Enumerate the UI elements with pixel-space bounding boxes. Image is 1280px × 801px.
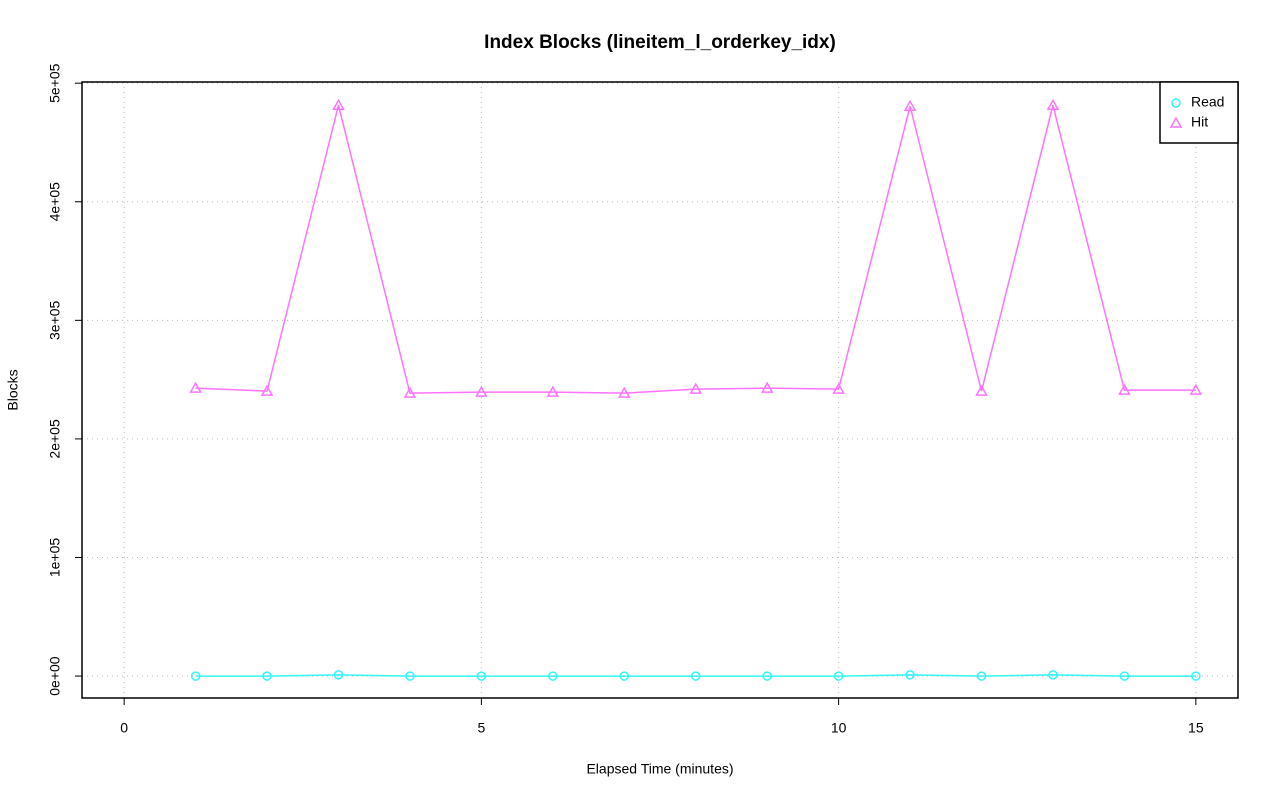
x-axis-label: Elapsed Time (minutes) (586, 761, 733, 777)
point (762, 671, 772, 681)
point (618, 386, 631, 398)
point (1046, 98, 1060, 110)
plot-frame (81, 81, 1239, 699)
series (190, 670, 1201, 681)
point (760, 381, 774, 393)
y-tick-label: 0e+00 (47, 656, 63, 696)
point (546, 385, 560, 397)
point (405, 671, 415, 681)
legend-label: Hit (1191, 114, 1208, 130)
point (1189, 383, 1203, 395)
point (690, 671, 701, 681)
y-tick-label: 4e+05 (47, 182, 63, 222)
point (190, 671, 201, 681)
point (262, 671, 272, 681)
y-tick-label: 3e+05 (47, 300, 63, 340)
point (333, 670, 344, 680)
point (1191, 671, 1201, 681)
point (833, 671, 844, 681)
x-tick-label: 15 (1188, 720, 1204, 736)
legend-marker (1169, 116, 1183, 128)
point (905, 670, 915, 680)
point (1118, 383, 1131, 395)
line (195, 674, 1196, 677)
point (403, 386, 417, 398)
point (189, 381, 202, 393)
point (548, 671, 558, 681)
point (332, 98, 345, 110)
x-tick-label: 5 (477, 720, 485, 736)
point (260, 384, 274, 396)
series (189, 98, 1203, 398)
point (1119, 671, 1130, 681)
y-tick-label: 2e+05 (47, 419, 63, 459)
legend-box (1159, 81, 1239, 144)
y-axis-label: Blocks (5, 369, 21, 410)
point (903, 99, 917, 111)
legend-marker (1171, 98, 1181, 108)
point (1048, 670, 1058, 680)
x-tick-label: 10 (831, 720, 847, 736)
point (975, 384, 988, 396)
legend-label: Read (1191, 94, 1224, 110)
point (689, 382, 702, 394)
point (475, 385, 488, 397)
chart-title: Index Blocks (lineitem_l_orderkey_idx) (484, 32, 836, 53)
x-tick-label: 0 (120, 720, 128, 736)
y-tick-label: 1e+05 (47, 538, 63, 578)
point (476, 671, 487, 681)
point (619, 671, 630, 681)
legend-entry: Hit (1169, 114, 1208, 130)
y-tick-label: 5e+05 (47, 63, 63, 103)
point (976, 671, 987, 681)
legend-entry: Read (1171, 94, 1224, 110)
line (195, 105, 1196, 394)
point (832, 382, 845, 394)
